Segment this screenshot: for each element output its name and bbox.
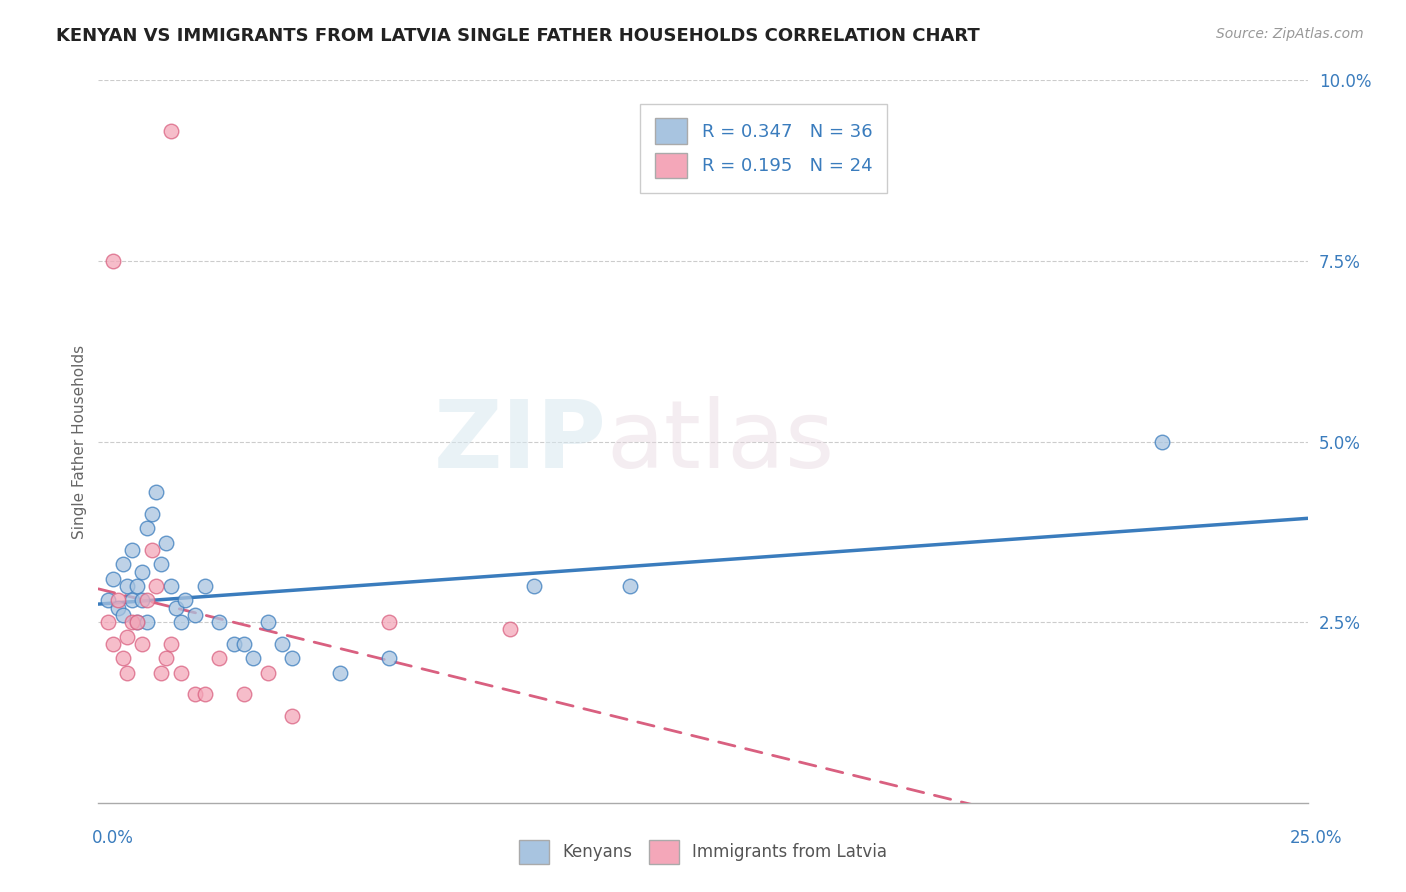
Point [377, 615, 399, 630]
Text: ZIP: ZIP [433, 395, 606, 488]
Point [523, 579, 546, 593]
Point [174, 593, 197, 607]
Legend: R = 0.347   N = 36, R = 0.195   N = 24: R = 0.347 N = 36, R = 0.195 N = 24 [640, 103, 887, 193]
Point [281, 651, 304, 665]
Point [127, 615, 149, 630]
Text: Source: ZipAtlas.com: Source: ZipAtlas.com [1216, 27, 1364, 41]
Point [232, 637, 254, 651]
Point [208, 615, 231, 630]
Point [619, 579, 641, 593]
Point [256, 615, 278, 630]
Point [281, 709, 304, 723]
Point [141, 507, 163, 521]
Point [222, 637, 245, 651]
Point [150, 665, 173, 680]
Point [169, 665, 191, 680]
Point [155, 535, 177, 549]
Text: 0.0%: 0.0% [91, 829, 134, 847]
Text: KENYAN VS IMMIGRANTS FROM LATVIA SINGLE FATHER HOUSEHOLDS CORRELATION CHART: KENYAN VS IMMIGRANTS FROM LATVIA SINGLE … [56, 27, 980, 45]
Point [145, 485, 167, 500]
Point [135, 593, 157, 607]
Point [117, 630, 139, 644]
Point [498, 623, 520, 637]
Point [117, 665, 139, 680]
Point [127, 579, 149, 593]
Point [242, 651, 264, 665]
Point [329, 665, 352, 680]
Point [127, 615, 149, 630]
Point [141, 542, 163, 557]
Point [160, 579, 183, 593]
Point [194, 687, 217, 701]
Point [131, 637, 153, 651]
Point [160, 637, 183, 651]
Legend: Kenyans, Immigrants from Latvia: Kenyans, Immigrants from Latvia [512, 833, 894, 871]
Point [121, 542, 143, 557]
Point [377, 651, 399, 665]
Point [194, 579, 217, 593]
Point [155, 651, 177, 665]
Point [101, 254, 124, 268]
Point [101, 572, 124, 586]
Point [169, 615, 191, 630]
Point [165, 600, 187, 615]
Point [111, 558, 134, 572]
Point [121, 593, 143, 607]
Point [97, 615, 120, 630]
Point [232, 687, 254, 701]
Point [121, 615, 143, 630]
Point [271, 637, 294, 651]
Point [111, 607, 134, 622]
Point [107, 593, 129, 607]
Point [256, 665, 278, 680]
Point [184, 687, 207, 701]
Point [111, 651, 134, 665]
Point [145, 579, 167, 593]
Point [1152, 434, 1174, 449]
Point [101, 637, 124, 651]
Y-axis label: Single Father Households: Single Father Households [72, 344, 87, 539]
Point [208, 651, 231, 665]
Text: atlas: atlas [606, 395, 835, 488]
Point [107, 600, 129, 615]
Point [160, 124, 183, 138]
Point [184, 607, 207, 622]
Point [131, 565, 153, 579]
Point [135, 615, 157, 630]
Text: 25.0%: 25.0% [1291, 829, 1343, 847]
Point [117, 579, 139, 593]
Point [150, 558, 173, 572]
Point [97, 593, 120, 607]
Point [131, 593, 153, 607]
Point [135, 521, 157, 535]
